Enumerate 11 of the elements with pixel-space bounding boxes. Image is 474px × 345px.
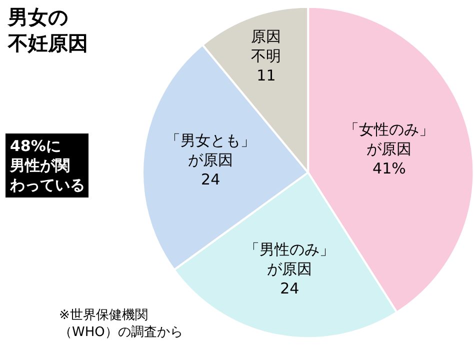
text: 48%に男性が関わっている (9, 137, 85, 194)
slice-label: 「男女とも」が原因 (166, 132, 256, 170)
text: ※世界保健機関（WHO）の調査から (59, 308, 183, 340)
data-label: 41% (372, 159, 406, 178)
slice-label: 「女性のみ」が原因 (344, 120, 434, 158)
data-label: 24 (201, 170, 220, 189)
text: 男女の不妊原因 (7, 5, 88, 55)
slice-label: 原因不明 (251, 28, 282, 66)
slice-label: 「男性のみ」が原因 (244, 240, 335, 278)
data-label: 24 (280, 280, 300, 298)
data-label: 11 (256, 66, 276, 85)
